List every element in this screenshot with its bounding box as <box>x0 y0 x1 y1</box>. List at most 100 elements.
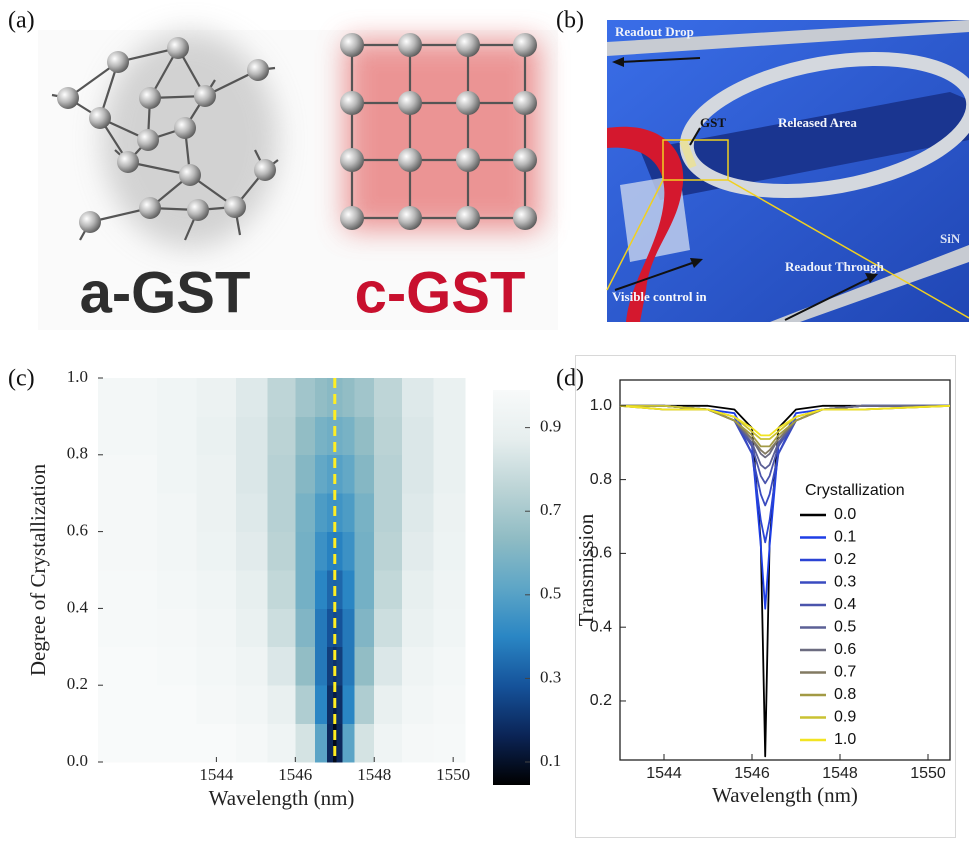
label-sin: SiN <box>940 231 961 246</box>
heatmap-cell <box>336 723 344 763</box>
heatmap-cell <box>295 378 316 417</box>
heatmap-cell <box>315 454 328 494</box>
amorphous-cloud <box>102 32 278 248</box>
heatmap-cell <box>326 646 334 686</box>
heatmap-cell <box>342 646 355 686</box>
zoom-box <box>662 139 729 181</box>
heatmap-cell <box>433 570 466 609</box>
legend-label: 1.0 <box>834 731 856 748</box>
heatmap-cell <box>342 685 355 724</box>
lattice <box>350 43 527 220</box>
heatmap-cell <box>157 416 198 456</box>
heatmap-cell <box>157 454 198 494</box>
heatmap-cell <box>374 493 403 532</box>
heatmap-cell <box>354 685 375 724</box>
heatmap-cell <box>157 646 198 686</box>
heatmap-cell <box>315 723 328 763</box>
heatmap-cell <box>336 416 344 456</box>
heatmap-cell <box>342 608 355 648</box>
gst-patch <box>679 139 697 169</box>
heatmap-cell <box>98 378 158 417</box>
heatmap-cell <box>236 570 269 609</box>
heatmap-cell <box>295 454 316 494</box>
colorbar-tick-label: 0.1 <box>540 751 561 770</box>
heatmap-cell <box>295 570 316 609</box>
drop-waveguide <box>607 20 969 56</box>
heatmap-cell <box>98 493 158 532</box>
x-tick-label: 1550 <box>436 765 470 784</box>
panel-label: (a) <box>8 8 35 34</box>
heatmap-cell <box>236 454 269 494</box>
panel-label: (c) <box>8 366 35 392</box>
heatmap-cell <box>354 378 375 417</box>
panel-frame <box>575 355 956 838</box>
x-tick-label: 1550 <box>910 765 946 782</box>
heatmap-cell <box>98 646 158 686</box>
heatmap-cell <box>336 531 344 571</box>
plot-frame <box>619 379 951 761</box>
heatmap-cell <box>336 608 344 648</box>
heatmap-cell <box>157 493 198 532</box>
heatmap-cell <box>196 493 237 532</box>
heatmap-cell <box>295 608 316 648</box>
heatmap-cell <box>332 723 338 763</box>
x-tick-label: 1546 <box>278 765 312 784</box>
arrows <box>612 57 878 321</box>
legend-label: 0.1 <box>834 529 856 546</box>
heatmap-cell <box>157 378 198 417</box>
heatmap-cell <box>98 570 158 609</box>
heatmap-cell <box>236 608 269 648</box>
heatmap-cell <box>354 723 375 763</box>
heatmap-cell <box>354 493 375 532</box>
heatmap-cell <box>236 416 269 456</box>
heatmap-cell <box>374 723 403 763</box>
legend-title: Crystallization <box>805 482 905 499</box>
heatmap-cell <box>295 646 316 686</box>
heatmap-cell <box>315 378 328 417</box>
heatmap-cell <box>267 723 296 763</box>
heatmap-cell <box>401 378 434 417</box>
heatmap-cell <box>374 531 403 571</box>
panel-label: (b) <box>556 8 584 34</box>
y-tick-label: 0.8 <box>67 444 88 463</box>
heatmap-cell <box>196 570 237 609</box>
heatmap-cell <box>157 531 198 571</box>
heatmap-cell <box>196 723 237 763</box>
heatmap-cell <box>433 685 466 724</box>
heatmap-cell <box>401 570 434 609</box>
series-line <box>620 404 950 485</box>
panel-b: Readout Drop GST Released Area SiN Reado… <box>606 20 969 323</box>
heatmap-cell <box>98 685 158 724</box>
label-through: Readout Through <box>785 259 885 274</box>
heatmap-cell <box>374 378 403 417</box>
y-tick-label: 0.0 <box>67 751 88 770</box>
heatmap-cell <box>374 454 403 494</box>
y-tick-label: 1.0 <box>67 367 88 386</box>
heatmap-cell <box>236 378 269 417</box>
y-tick-label: 0.2 <box>67 674 88 693</box>
colorbar-tick-label: 0.3 <box>540 667 561 686</box>
series-line <box>619 404 951 437</box>
legend-label: 0.7 <box>834 664 856 681</box>
y-tick-label: 0.4 <box>590 618 612 635</box>
heatmap-cell <box>295 531 316 571</box>
x-tick-label: 1544 <box>199 765 234 784</box>
heatmap-cell <box>326 723 334 763</box>
heatmap-cell <box>354 570 375 609</box>
heatmap-cell <box>433 454 466 494</box>
heatmap-cell <box>433 723 466 763</box>
heatmap-cell <box>267 493 296 532</box>
heatmap-cell <box>315 570 328 609</box>
x-tick-label: 1544 <box>646 765 682 782</box>
legend-label: 0.0 <box>834 506 856 523</box>
legend-label: 0.5 <box>834 619 856 636</box>
crystal-cloud <box>345 40 540 230</box>
legend-label: 0.6 <box>834 641 856 658</box>
heatmap-cell <box>157 608 198 648</box>
zoom-lines <box>606 179 969 319</box>
heatmap-cell <box>157 570 198 609</box>
heatmap-cell <box>326 378 334 417</box>
heatmap-cell <box>295 416 316 456</box>
heatmap-cell <box>433 646 466 686</box>
